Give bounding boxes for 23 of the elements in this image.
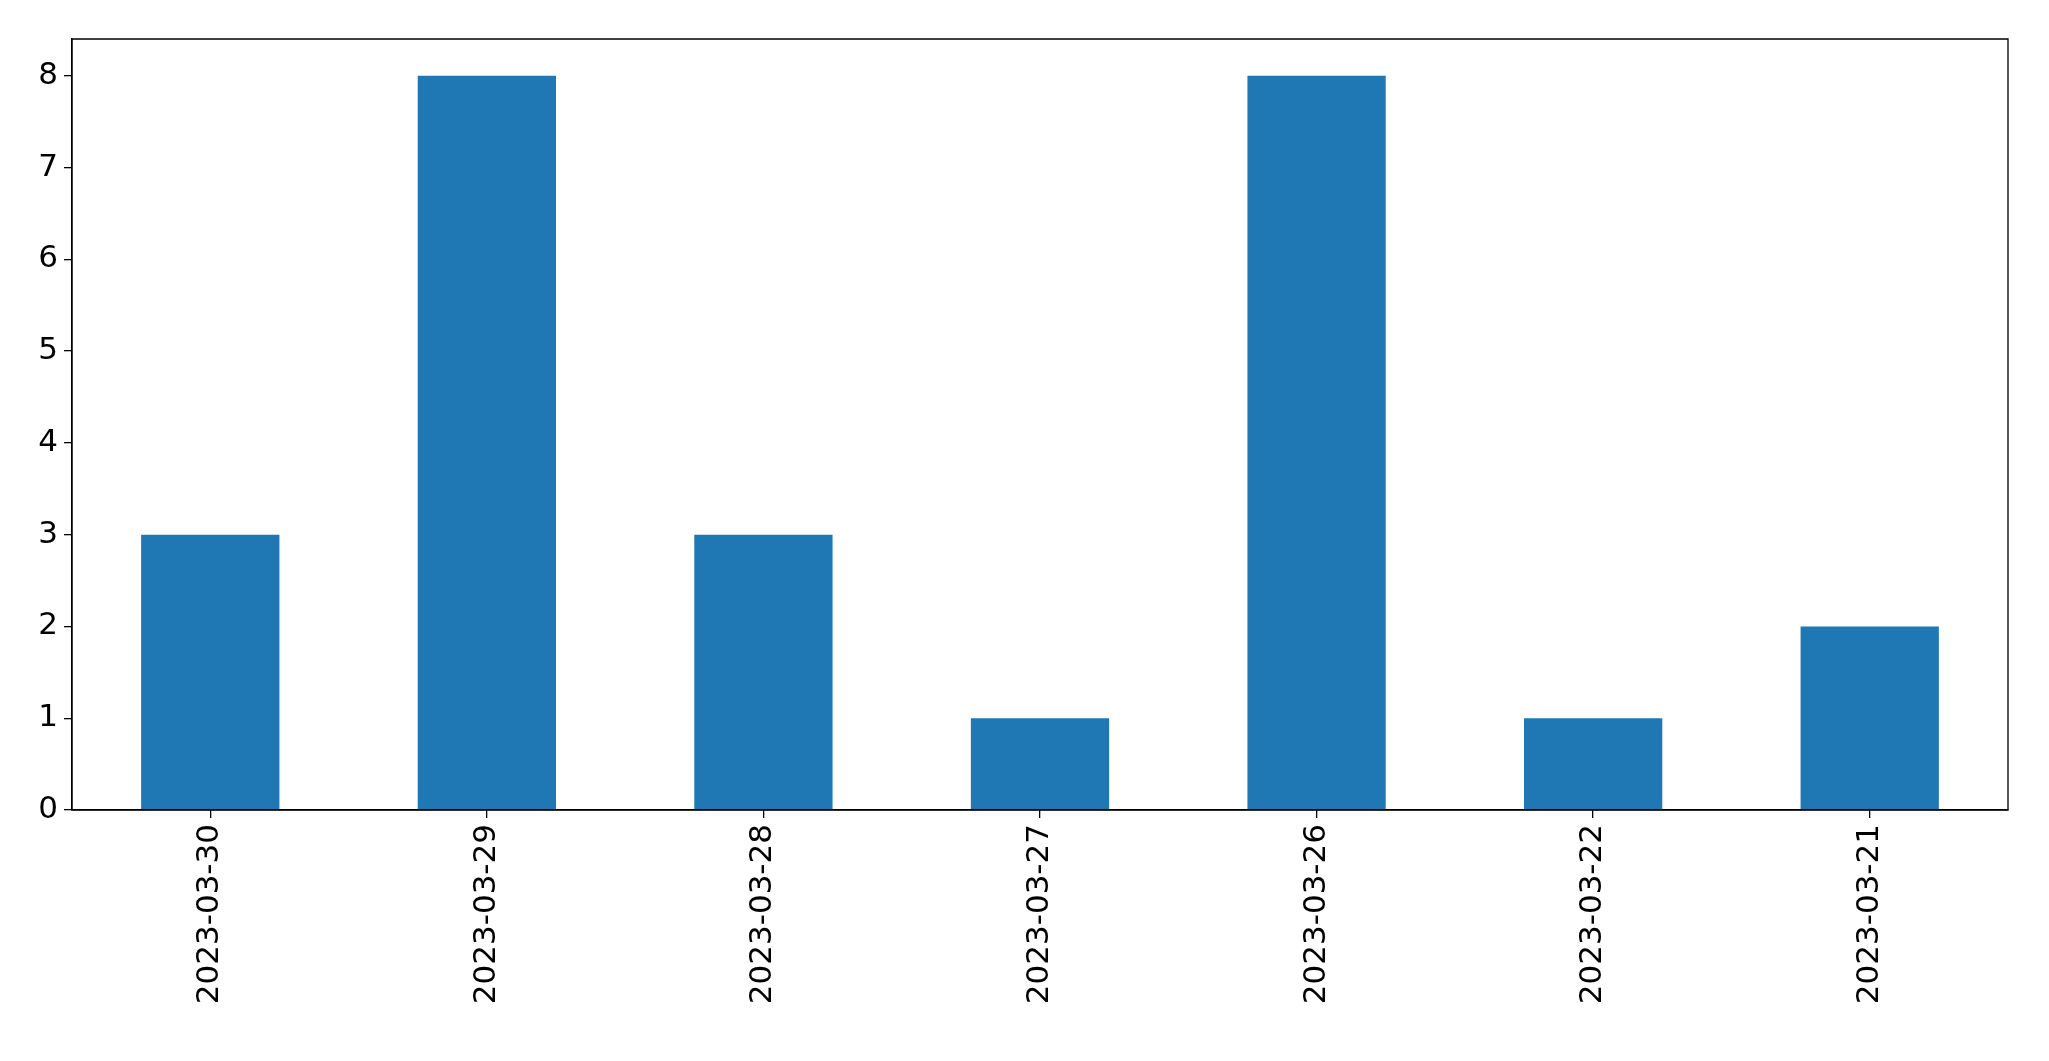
x-tick-label: 2023-03-21 — [1848, 824, 1885, 1005]
bar — [141, 534, 280, 810]
x-tick-label: 2023-03-26 — [1295, 824, 1332, 1005]
y-tick-label: 0 — [38, 789, 58, 826]
y-tick-label: 2 — [38, 605, 58, 642]
y-tick-label: 5 — [38, 330, 58, 367]
y-tick-label: 1 — [38, 697, 58, 734]
bar — [1247, 75, 1386, 810]
x-tick-label: 2023-03-29 — [465, 824, 502, 1005]
bar — [1800, 626, 1939, 810]
x-tick-label: 2023-03-30 — [189, 824, 226, 1005]
x-tick-label: 2023-03-28 — [742, 824, 779, 1005]
y-tick-label: 3 — [38, 513, 58, 550]
y-tick-label: 8 — [38, 54, 58, 91]
bar — [417, 75, 556, 810]
y-tick-label: 6 — [38, 238, 58, 275]
bar — [970, 718, 1110, 810]
x-tick-label: 2023-03-27 — [1019, 824, 1056, 1005]
bar — [694, 534, 833, 810]
y-tick-label: 4 — [38, 421, 58, 458]
y-tick-label: 7 — [38, 146, 58, 183]
x-tick-label: 2023-03-22 — [1572, 824, 1609, 1005]
bar — [1524, 718, 1663, 810]
